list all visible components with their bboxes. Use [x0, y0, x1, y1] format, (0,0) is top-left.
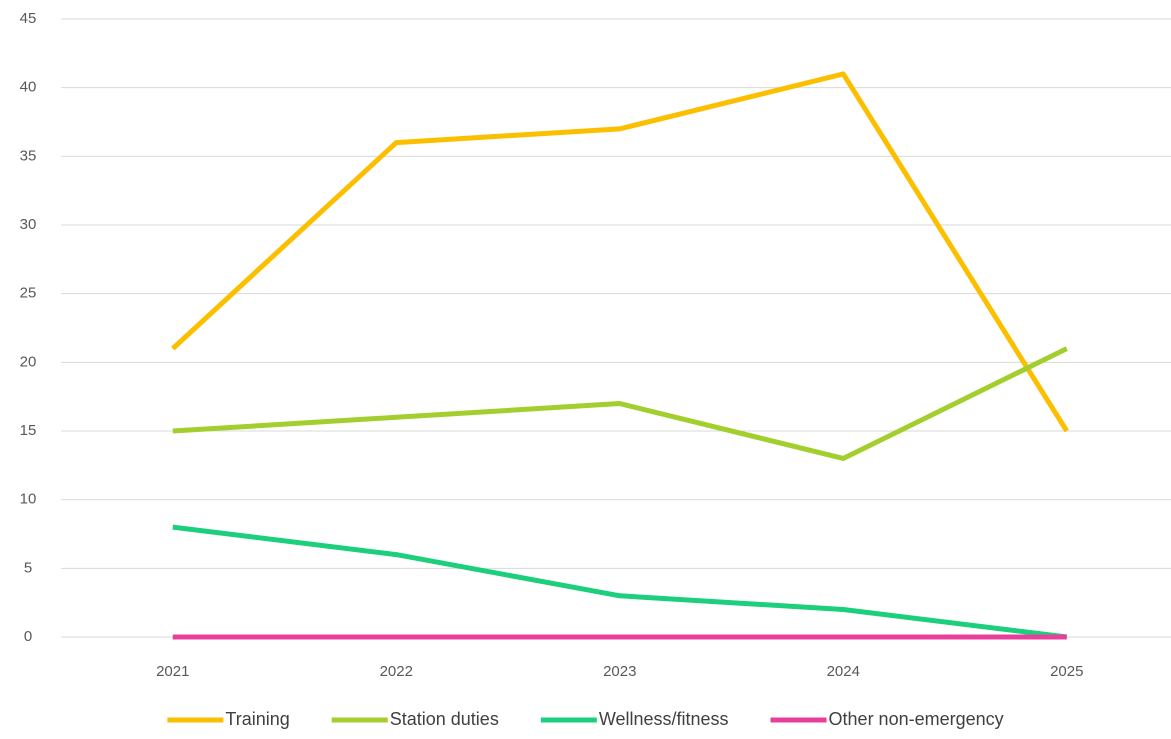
series-line	[172, 346, 1068, 461]
legend: Training Station duties Wellness/fitness Ot…	[167, 709, 1004, 729]
y-tick-label: 45	[20, 10, 37, 27]
y-tick-label: 5	[24, 559, 32, 576]
y-tick-label: 35	[20, 147, 37, 164]
x-tick-label: 2021	[156, 663, 189, 680]
y-tick-label: 30	[20, 216, 37, 233]
series-line	[171, 71, 1069, 433]
legend-label: Other non-emergency	[829, 709, 1004, 729]
x-tick-label: 2024	[827, 663, 860, 680]
y-tick-label: 20	[20, 353, 37, 370]
y-tick-label: 25	[20, 285, 37, 302]
y-tick-label: 10	[20, 491, 37, 508]
legend-item: Other non-emergency	[770, 709, 1004, 729]
legend-label: Training	[225, 709, 289, 729]
x-tick-label: 2022	[380, 663, 413, 680]
x-tick-label: 2025	[1050, 663, 1083, 680]
legend-label: Wellness/fitness	[599, 709, 729, 729]
series-line	[172, 524, 1068, 640]
legend-label: Station duties	[390, 709, 499, 729]
y-tick-label: 40	[20, 79, 37, 96]
y-tick-label: 15	[20, 422, 37, 439]
legend-item: Station duties	[331, 709, 499, 729]
legend-item: Training	[167, 709, 290, 729]
y-tick-label: 0	[24, 628, 32, 645]
legend-item: Wellness/fitness	[540, 709, 729, 729]
x-tick-label: 2023	[603, 663, 636, 680]
